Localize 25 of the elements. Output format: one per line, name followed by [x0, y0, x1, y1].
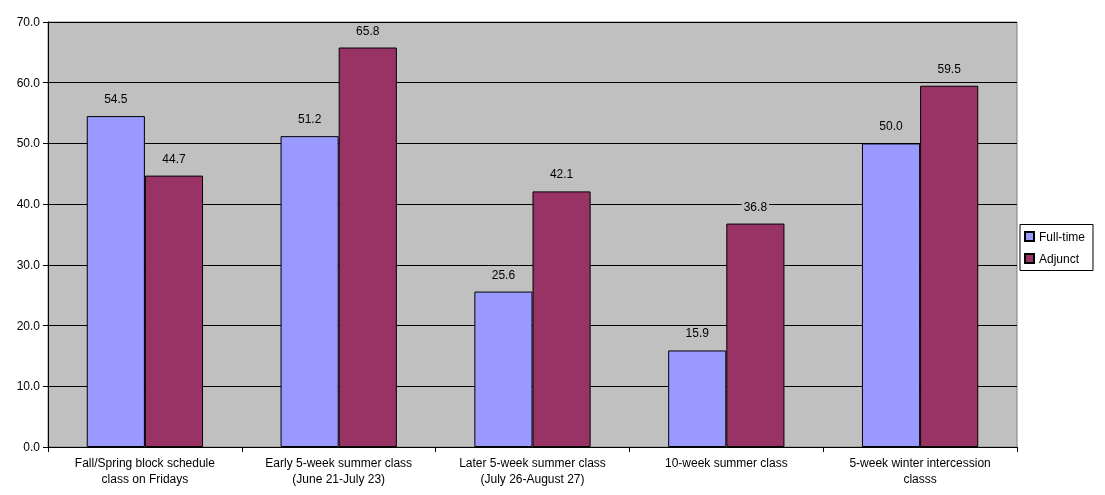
y-tick-label: 60.0: [16, 75, 41, 90]
x-tick-label: 10-week summer class: [664, 456, 788, 470]
x-tick-label: 5-week winter intercession classs: [849, 456, 991, 486]
x-tick-label: Later 5-week summer class (July 26-August 27): [459, 456, 606, 486]
data-label: 15.9: [685, 326, 710, 341]
data-label: 42.1: [549, 167, 574, 182]
legend-label: Adjunct: [1039, 251, 1080, 266]
x-tick-label: Early 5-week summer class (June 21-July 23): [265, 456, 413, 486]
data-label: 65.8: [356, 23, 380, 38]
x-tick-label: Fall/Spring block schedule class on Fridays: [74, 456, 216, 486]
y-tick-label: 70.0: [16, 15, 41, 29]
y-tick-label: 50.0: [16, 136, 41, 151]
y-tick-label: 20.0: [16, 318, 41, 333]
y-tick-label: 30.0: [16, 257, 41, 272]
data-label: 25.6: [491, 267, 516, 282]
data-label: 51.2: [297, 112, 322, 127]
data-label: 54.5: [104, 92, 128, 107]
data-label: 50.0: [879, 119, 904, 134]
y-tick-label: 0.0: [23, 440, 41, 454]
data-label: 44.7: [162, 151, 186, 166]
y-tick-label: 40.0: [16, 197, 41, 212]
legend-label: Full-time: [1039, 229, 1086, 244]
data-label: 59.5: [937, 61, 962, 76]
data-label: 36.8: [743, 199, 768, 214]
y-tick-label: 10.0: [16, 379, 41, 394]
